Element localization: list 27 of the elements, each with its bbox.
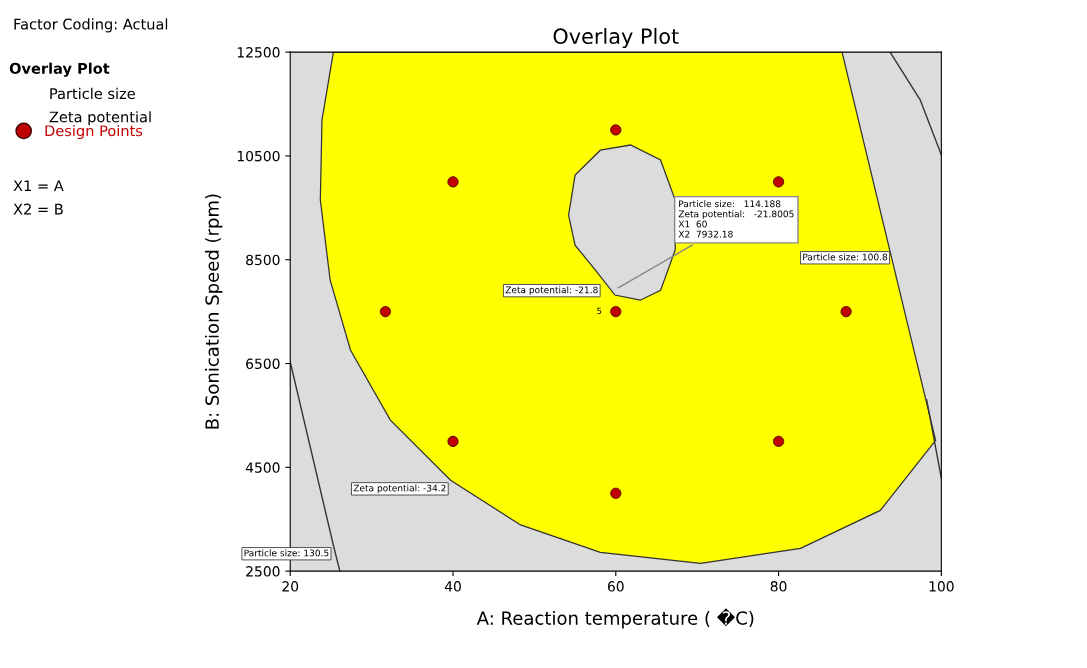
y-tick-label: 2500	[246, 566, 280, 577]
x-tick-label: 20	[282, 581, 299, 592]
legend-label: Design Points	[45, 124, 143, 140]
y-axis-title: B: Sonication Speed (rpm)	[204, 194, 223, 429]
text: X2 = B	[13, 203, 63, 215]
text: X1 = A	[13, 180, 64, 192]
y-tick-label: 8500	[246, 254, 280, 266]
x-axis-title: A: Reaction temperature ( �C)	[476, 608, 754, 629]
legend-title: Overlay Plot	[9, 62, 110, 77]
y-tick-label: 10500	[237, 150, 280, 162]
text: Particle size	[50, 87, 135, 100]
annotation: Particle size: 130.5	[244, 549, 329, 557]
annotation: Zeta potential: -21.8	[505, 286, 598, 296]
annotation: Particle size: 114.188 Zeta potential: -21.8005 X1 60 X2 7932.18	[678, 200, 794, 238]
y-tick-label: 12500	[237, 47, 280, 58]
annotation: Particle size: 100.8	[803, 253, 888, 261]
chart-title: Overlay Plot	[553, 27, 679, 49]
text: Factor Coding: Actual	[14, 18, 168, 33]
text: Zeta potential	[49, 111, 151, 126]
y-tick-label: 6500	[246, 358, 280, 369]
x-tick-label: 60	[607, 581, 624, 592]
annotation: 5	[597, 307, 602, 315]
x-tick-label: 40	[444, 581, 461, 592]
annotation: Zeta potential: -34.2	[353, 484, 446, 494]
x-tick-label: 100	[929, 581, 954, 592]
y-tick-label: 4500	[245, 462, 280, 473]
x-tick-label: 80	[770, 581, 787, 592]
